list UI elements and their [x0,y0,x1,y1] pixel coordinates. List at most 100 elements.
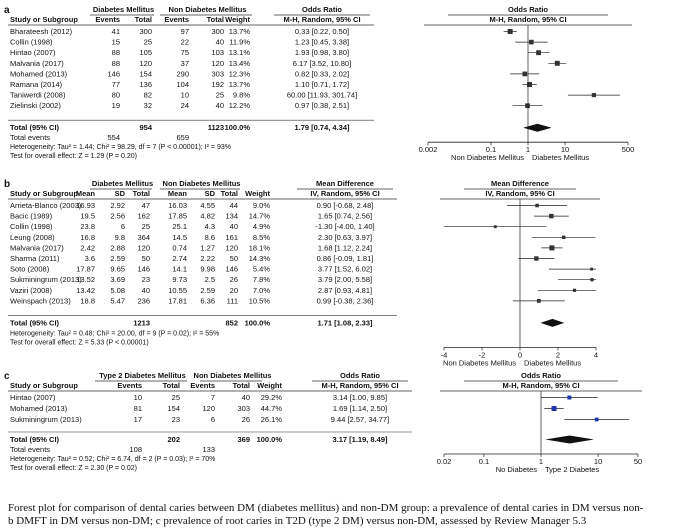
study-value: 303 [237,404,250,413]
total-weight: 100.0% [225,123,251,132]
study-value: 50 [230,254,238,263]
column-header: Mean [168,189,188,198]
study-value: 40 [216,101,224,110]
study-value: 23.8 [80,222,95,231]
overall-effect-text: Test for overall effect: Z = 1.29 (P = 0… [10,153,137,160]
study-ci: 3.14 [1.00, 9.85] [333,393,387,402]
point-estimate [572,288,577,292]
study-weight: 26.1% [261,415,283,424]
study-value: 4.55 [200,201,215,210]
study-ci: 1.10 [0.71, 1.72] [295,80,349,89]
panel-letter: b [4,179,10,190]
study-weight: 44.7% [261,404,283,413]
study-row: Zielinski (2002) 19 32 24 40 12.2% 0.97 [0.38,… [10,101,543,110]
study-value: 19 [112,101,120,110]
point-estimate [561,235,566,240]
total-ci: 1.79 [0.74, 4.34] [294,123,350,132]
study-ci: 1.65 [0.74, 2.56] [318,212,372,221]
study-value: 103 [211,48,224,57]
study-name: Collin (1998) [10,38,53,47]
study-ci: 1.23 [0.45, 3.38] [295,38,349,47]
study-value: 6 [211,415,215,424]
point-estimate [554,60,560,66]
pooled-diamond [545,435,595,444]
total-label: Total (95% CI) [10,318,60,327]
study-value: 2.74 [172,254,187,263]
study-name: Leung (2008) [10,233,55,242]
point-estimate [525,103,530,109]
study-ci: 2.87 [0.93, 4.81] [318,286,372,295]
study-name: Weinspach (2013) [10,296,71,305]
study-value: 10.55 [168,286,187,295]
study-name: Zielinski (2002) [10,101,61,110]
study-value: 120 [137,243,150,252]
study-row: Taniwerdi (2008) 80 82 10 25 9.8% 60.00 [11.93… [10,91,620,100]
heterogeneity-text: Heterogeneity: Tau² = 0.52; Chi² = 6.74,… [10,456,215,463]
study-weight: 13.1% [229,48,251,57]
point-estimate [590,267,594,271]
column-header: Mean [76,189,96,198]
study-value: 16.03 [168,201,187,210]
study-value: 22 [181,38,189,47]
study-value: 26 [242,415,250,424]
study-value: 162 [137,212,150,221]
group1-header: Type 2 Diabetes Mellitus [99,371,186,380]
forest-panel-c: c Type 2 Diabetes Mellitus Non Diabetes Me… [4,371,642,474]
group2-header: Non Diabetes Mellitus [194,371,272,380]
study-value: 13.42 [76,286,95,295]
column-header: Weight [257,381,282,390]
forest-panel-a: a Diabetes Mellitus Non Diabetes Mellitus O… [4,5,634,162]
study-weight: 12.2% [229,101,251,110]
forest-panel-b: b Diabetes Mellitus Non Diabetes Mellitus M… [4,179,598,367]
study-value: 77 [112,80,120,89]
study-value: 120 [225,243,238,252]
study-value: 2.92 [110,201,125,210]
x-tick-label: 0 [518,350,522,359]
study-value: 146 [107,69,120,78]
total-events-label: Total events [10,445,50,454]
point-estimate [507,29,513,34]
study-value: 44 [230,201,238,210]
study-value: 154 [167,404,180,413]
group1-header: Diabetes Mellitus [92,179,153,188]
study-value: 18.8 [80,296,95,305]
study-value: 25 [142,222,150,231]
study-value: 41 [112,27,120,36]
study-ci: 0.90 [-0.68, 2.48] [317,201,374,210]
study-row: Weinspach (2013) 18.8 5.47 236 17.81 6.36 111 1… [10,296,565,305]
study-value: 81 [134,404,142,413]
study-weight: 13.7% [229,80,251,89]
study-value: 82 [144,91,152,100]
column-header: Events [117,381,142,390]
study-name: Bacic (1989) [10,212,53,221]
study-weight: 10.5% [249,296,271,305]
study-row: Soto (2008) 17.87 9.65 146 14.1 9.98 146 5.4% 3.… [10,265,596,274]
study-value: 17.81 [168,296,187,305]
total-row: Total (95% CI) 202 369 100.0% 3.17 [1.19, 8.… [10,435,595,444]
study-value: 9.98 [200,265,215,274]
study-weight: 13.4% [229,59,251,68]
measure-header: Mean Difference [316,179,374,188]
study-value: 120 [211,59,224,68]
study-name: Arrieta-Blanco (2003) [10,201,82,210]
column-header: SD [115,189,126,198]
study-weight: 29.2% [261,393,283,402]
point-estimate [567,395,572,400]
study-ci: 1.69 [1.14, 2.50] [333,404,387,413]
study-value: 50 [142,254,150,263]
study-ci: 6.17 [3.52, 10.80] [293,59,351,68]
total-row: Total (95% CI) 1213 852 100.0% 1.71 [1.08, 2… [10,318,565,327]
study-value: 4.82 [200,212,215,221]
favours-left-label: No Diabetes [496,465,538,474]
study-value: 0.74 [172,243,187,252]
study-value: 3.6 [85,254,95,263]
study-ci: 0.99 [-0.38, 2.36] [317,296,374,305]
total-label: Total (95% CI) [10,123,60,132]
study-row: Mohamed (2013) 81 154 120 303 44.7% 1.69 [1.14… [10,404,564,413]
measure-header: Odds Ratio [340,371,380,380]
study-weight: 8.5% [253,233,270,242]
panel-letter: a [4,5,10,16]
study-value: 5.08 [110,286,125,295]
column-header: Weight [225,15,250,24]
plot-measure-header: Odds Ratio [521,371,561,380]
